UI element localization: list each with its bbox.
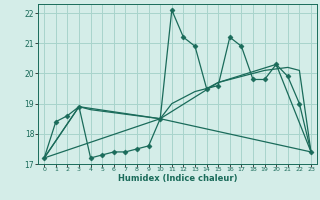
X-axis label: Humidex (Indice chaleur): Humidex (Indice chaleur) [118, 174, 237, 183]
